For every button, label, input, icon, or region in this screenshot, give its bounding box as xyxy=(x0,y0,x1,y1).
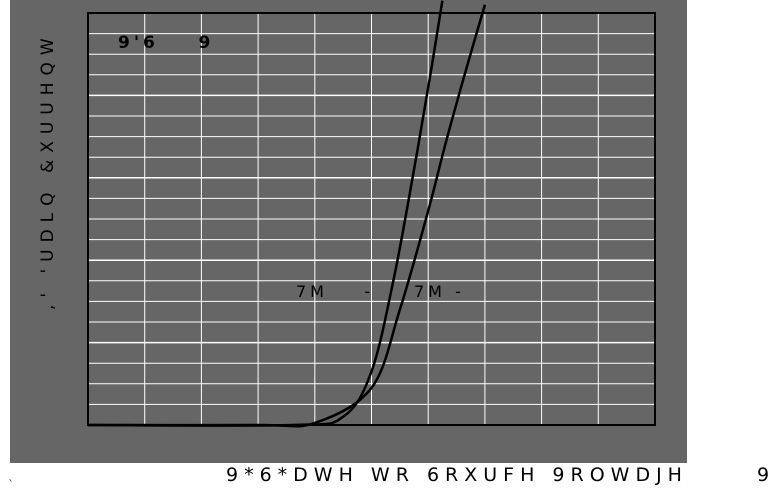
annotation-vds: 9'6 9 xyxy=(118,33,215,53)
series-line-2 xyxy=(87,0,444,427)
x-axis-label: 9*6*DWH WR 6RXUFH 9ROWDJH xyxy=(226,464,688,486)
curves xyxy=(87,0,487,428)
corner-mark: ` xyxy=(8,478,14,492)
x-axis-label-end: 9 xyxy=(757,464,776,486)
annotation-tj-right: 7M - xyxy=(414,282,465,301)
y-axis-label: ,' 'UDLQ &XUUHQW xyxy=(38,31,58,310)
plot-frame xyxy=(87,12,656,426)
grid xyxy=(88,13,655,425)
chart-panel xyxy=(10,0,687,463)
annotation-tj-left: 7M - xyxy=(296,282,375,301)
